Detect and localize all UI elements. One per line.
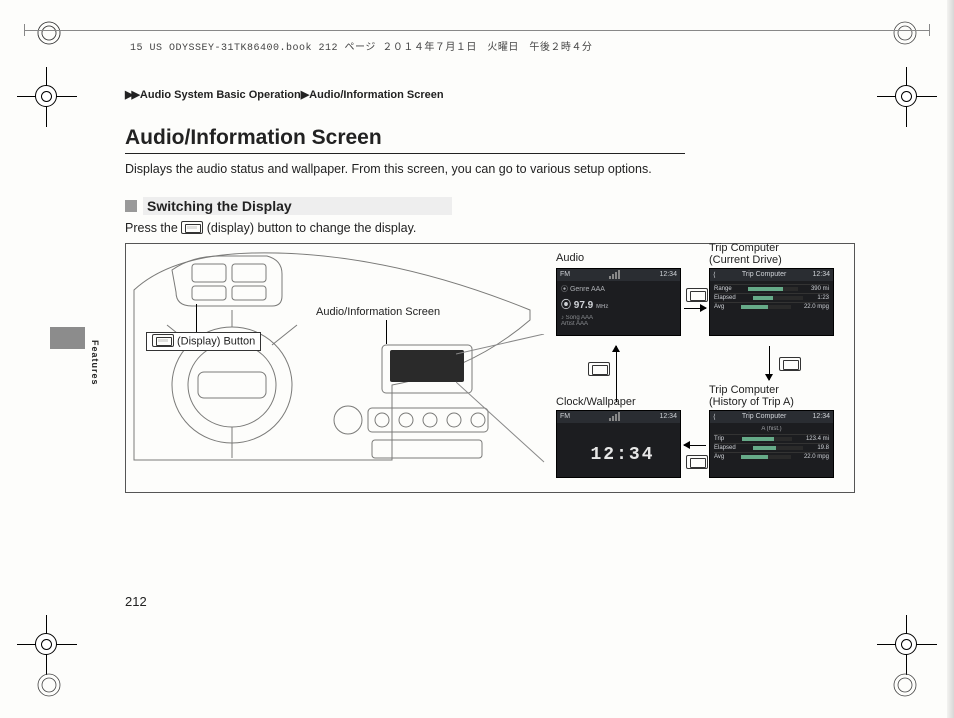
callout-display-button-label: (Display) Button [177, 335, 255, 347]
callout-info-screen-label: Audio/Information Screen [316, 306, 440, 318]
section-title: Audio/Information Screen [125, 126, 685, 154]
arrow-left-icon [684, 445, 706, 446]
breadcrumb-level1: Audio System Basic Operation [140, 89, 301, 101]
sub-heading-row: Switching the Display [125, 197, 825, 215]
trip-row: Trip123.4 mi [714, 434, 829, 443]
display-button-icon [588, 362, 610, 376]
screen-audio: FM 12:34 ⦿ Genre AAA ⦿ 97.9 MHz ♪ Song A… [556, 268, 681, 336]
trip-row: Avg22.0 mpg [714, 452, 829, 461]
instruction-post: (display) button to change the display. [203, 221, 416, 235]
sub-heading-marker-icon [125, 200, 137, 212]
breadcrumb: ▶▶Audio System Basic Operation▶Audio/Inf… [125, 88, 825, 101]
callout-display-button: (Display) Button [146, 332, 261, 351]
trip-history-time: 12:34 [812, 413, 830, 420]
registration-mark-icon [872, 62, 942, 132]
callout-leader-line [386, 320, 387, 344]
callout-info-screen: Audio/Information Screen [316, 306, 440, 318]
display-button-icon [686, 288, 708, 302]
breadcrumb-level2: Audio/Information Screen [309, 89, 443, 101]
side-tab-marker [50, 327, 85, 349]
clock-band: FM [560, 413, 570, 420]
label-trip-current: Trip Computer (Current Drive) [709, 242, 782, 266]
registration-mark-icon [12, 62, 82, 132]
trip-row: Avg22.0 mpg [714, 302, 829, 311]
crop-mark-icon [36, 672, 62, 698]
trip-current-time: 12:34 [812, 271, 830, 278]
screen-trip-current: ⟨Trip Computer 12:34 Range390 miElapsed1… [709, 268, 834, 336]
audio-band: FM [560, 271, 570, 278]
arrow-up-icon [616, 346, 617, 402]
callout-radiate-lines [456, 334, 556, 464]
registration-mark-icon [872, 610, 942, 680]
page-content: ▶▶Audio System Basic Operation▶Audio/Inf… [125, 88, 825, 493]
registration-mark-icon [12, 610, 82, 680]
page-number: 212 [125, 594, 147, 609]
audio-time: 12:34 [659, 271, 677, 278]
signal-icon [609, 270, 620, 279]
display-button-icon [779, 357, 801, 371]
label-clock: Clock/Wallpaper [556, 396, 636, 408]
trip-row: Elapsed1:23 [714, 293, 829, 302]
label-audio: Audio [556, 252, 584, 264]
screen-clock: FM 12:34 12:34 [556, 410, 681, 478]
trip-history-title: Trip Computer [742, 413, 786, 420]
trip-history-subtitle: A (hist.) [714, 426, 829, 432]
audio-genre: Genre AAA [570, 286, 605, 293]
display-button-icon [181, 221, 203, 234]
audio-freq-unit: MHz [596, 304, 608, 310]
audio-artist: Artist AAA [561, 321, 588, 327]
crop-guide-line [24, 30, 930, 31]
display-button-icon [152, 334, 174, 347]
breadcrumb-arrows-icon: ▶▶ [125, 89, 138, 101]
clock-digits: 12:34 [561, 445, 681, 465]
trip-row: Elapsed19.8 [714, 443, 829, 452]
crop-mark-icon [892, 672, 918, 698]
clock-time-small: 12:34 [659, 413, 677, 420]
screen-cycle: Audio Trip Computer (Current Drive) Cloc… [544, 250, 849, 485]
instruction-line: Press the (display) button to change the… [125, 221, 825, 235]
signal-icon [609, 412, 620, 421]
crop-mark-icon [36, 20, 62, 46]
page-edge-shadow [947, 0, 954, 718]
trip-row: Range390 mi [714, 284, 829, 293]
trip-current-title: Trip Computer [742, 271, 786, 278]
sub-heading: Switching the Display [143, 197, 452, 215]
callout-leader-line [196, 304, 197, 332]
arrow-right-icon [684, 308, 706, 309]
audio-freq: 97.9 [574, 300, 593, 311]
diagram-box: (Display) Button Audio/Information Scree… [125, 243, 855, 493]
section-intro: Displays the audio status and wallpaper.… [125, 160, 685, 179]
display-button-icon [686, 455, 708, 469]
arrow-down-icon [769, 346, 770, 380]
screen-trip-history: ⟨Trip Computer 12:34 A (hist.) Trip123.4… [709, 410, 834, 478]
crop-mark-icon [892, 20, 918, 46]
breadcrumb-sep-icon: ▶ [301, 89, 309, 101]
instruction-pre: Press the [125, 221, 181, 235]
side-tab-label: Features [90, 340, 99, 386]
label-trip-history: Trip Computer (History of Trip A) [709, 384, 794, 408]
book-header-line: 15 US ODYSSEY-31TK86400.book 212 ページ ２０１… [130, 38, 592, 54]
